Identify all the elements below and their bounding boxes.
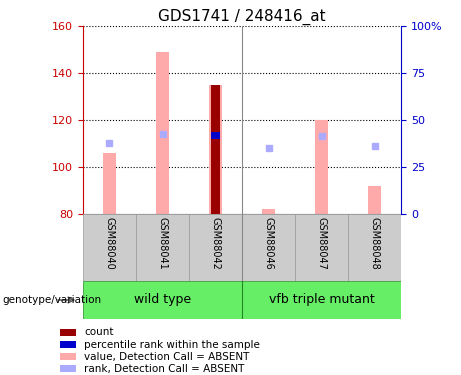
Bar bbox=[60, 353, 76, 360]
Text: value, Detection Call = ABSENT: value, Detection Call = ABSENT bbox=[84, 352, 249, 362]
Bar bbox=[209, 85, 222, 214]
Bar bbox=[103, 153, 116, 214]
Title: GDS1741 / 248416_at: GDS1741 / 248416_at bbox=[158, 9, 326, 25]
Bar bbox=[136, 214, 189, 281]
Text: rank, Detection Call = ABSENT: rank, Detection Call = ABSENT bbox=[84, 364, 244, 374]
Text: vfb triple mutant: vfb triple mutant bbox=[269, 294, 374, 306]
Text: GSM88046: GSM88046 bbox=[264, 217, 273, 270]
Bar bbox=[189, 214, 242, 281]
Text: percentile rank within the sample: percentile rank within the sample bbox=[84, 339, 260, 350]
Bar bbox=[242, 214, 295, 281]
Text: GSM88040: GSM88040 bbox=[105, 217, 114, 270]
Text: genotype/variation: genotype/variation bbox=[2, 295, 101, 305]
Text: GSM88048: GSM88048 bbox=[370, 217, 379, 270]
Bar bbox=[368, 186, 381, 214]
Bar bbox=[211, 85, 220, 214]
Bar bbox=[83, 214, 136, 281]
Bar bbox=[295, 214, 348, 281]
Text: GSM88042: GSM88042 bbox=[211, 217, 220, 270]
Text: count: count bbox=[84, 327, 113, 338]
Bar bbox=[156, 52, 169, 214]
Bar bbox=[315, 120, 328, 214]
Bar bbox=[60, 341, 76, 348]
Text: GSM88047: GSM88047 bbox=[317, 217, 326, 270]
Bar bbox=[60, 329, 76, 336]
Text: GSM88041: GSM88041 bbox=[158, 217, 167, 270]
Bar bbox=[348, 214, 401, 281]
Bar bbox=[60, 366, 76, 372]
Text: wild type: wild type bbox=[134, 294, 191, 306]
Bar bbox=[83, 281, 242, 319]
Bar bbox=[262, 209, 275, 214]
Bar bbox=[242, 281, 401, 319]
Bar bbox=[211, 132, 220, 139]
